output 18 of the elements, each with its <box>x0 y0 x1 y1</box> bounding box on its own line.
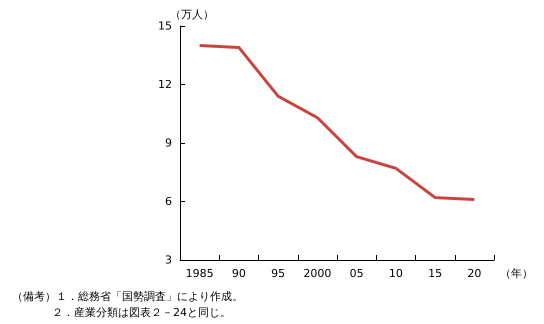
x-tick-label: 20 <box>467 267 482 280</box>
y-tick-label: 6 <box>165 195 172 208</box>
x-tick-label: 95 <box>271 267 286 280</box>
x-tick-label: 90 <box>232 267 246 280</box>
y-tick-label: 12 <box>158 78 172 91</box>
x-tick-label: 05 <box>350 267 364 280</box>
text: ２．産業分類は図表２－24と同じ。 <box>52 306 231 319</box>
y-tick-label: 3 <box>165 254 172 266</box>
y-axis-title: （万人） <box>170 8 214 21</box>
x-tick-label: 1985 <box>186 267 214 280</box>
y-tick-label: 9 <box>165 136 172 150</box>
y-tick-label: 15 <box>158 20 172 32</box>
x-tick-label: 2000 <box>303 267 332 280</box>
line-series <box>198 44 476 202</box>
x-axis-title: （年） <box>500 267 533 280</box>
x-tick-label: 15 <box>428 267 442 280</box>
x-tick-label: 10 <box>388 267 403 280</box>
text: （備考）１．総務省「国勢調査」により作成。 <box>12 290 243 303</box>
